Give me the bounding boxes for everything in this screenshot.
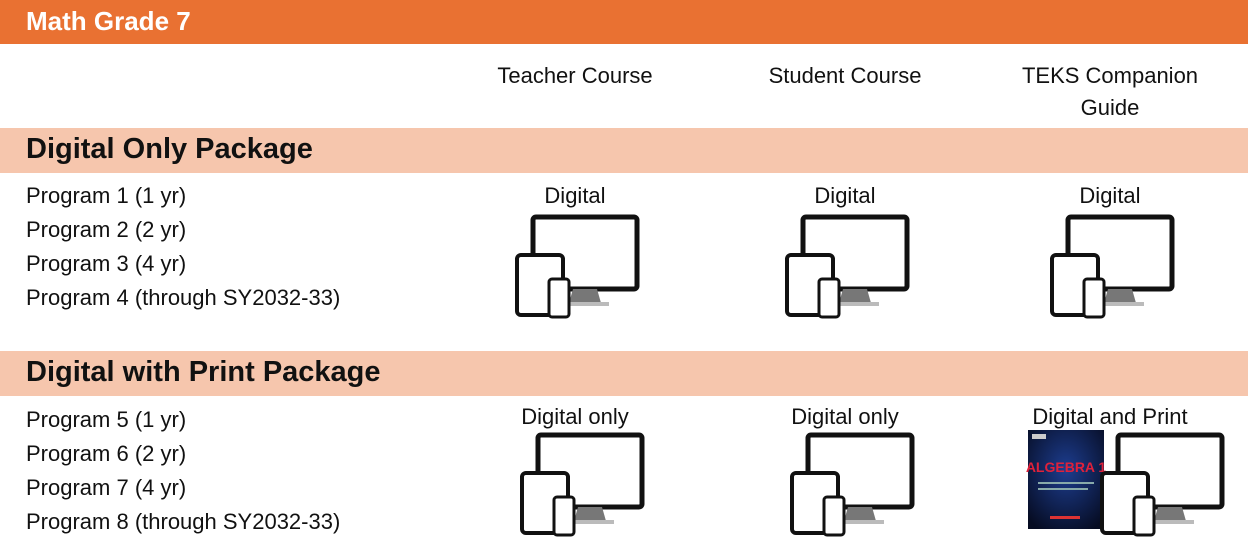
program: Program 8 (through SY2032-33)	[26, 509, 341, 534]
device-icon	[1100, 433, 1225, 537]
cell-label: Digital only	[791, 404, 899, 429]
cell-label: Digital and Print	[1032, 404, 1188, 429]
device-icon	[515, 215, 640, 319]
book-title: ALGEBRA 1	[1026, 459, 1107, 475]
section-title: Digital Only Package	[26, 133, 313, 165]
cell-label: Digital	[544, 183, 606, 208]
header: Math Grade 7	[0, 0, 1248, 44]
program: Program 3 (4 yr)	[26, 251, 187, 276]
title: Math Grade 7	[26, 6, 191, 36]
program: Program 1 (1 yr)	[26, 183, 187, 208]
program-list: Program 1 (1 yr) Program 2 (2 yr) Progra…	[26, 179, 340, 315]
program: Program 2 (2 yr)	[26, 217, 187, 242]
device-icon	[785, 215, 910, 319]
section-header: Digital with Print Package	[0, 349, 1248, 396]
program: Program 4 (through SY2032-33)	[26, 285, 341, 310]
cell-label: Digital	[814, 183, 876, 208]
section-title: Digital with Print Package	[26, 356, 381, 388]
section-header: Digital Only Package	[0, 126, 1248, 173]
program: Program 5 (1 yr)	[26, 407, 187, 432]
program-list: Program 5 (1 yr) Program 6 (2 yr) Progra…	[26, 403, 340, 539]
column-header: TEKS Companion Guide	[1021, 63, 1199, 120]
book-cover: ALGEBRA 1	[1026, 430, 1107, 529]
cell-label: Digital only	[521, 404, 629, 429]
device-icon	[1050, 215, 1175, 319]
column-header: Student Course	[768, 63, 922, 88]
program: Program 6 (2 yr)	[26, 441, 187, 466]
program: Program 7 (4 yr)	[26, 475, 187, 500]
column-header: Teacher Course	[497, 63, 653, 88]
device-icon	[520, 433, 645, 537]
cell-label: Digital	[1079, 183, 1141, 208]
device-icon	[790, 433, 915, 537]
